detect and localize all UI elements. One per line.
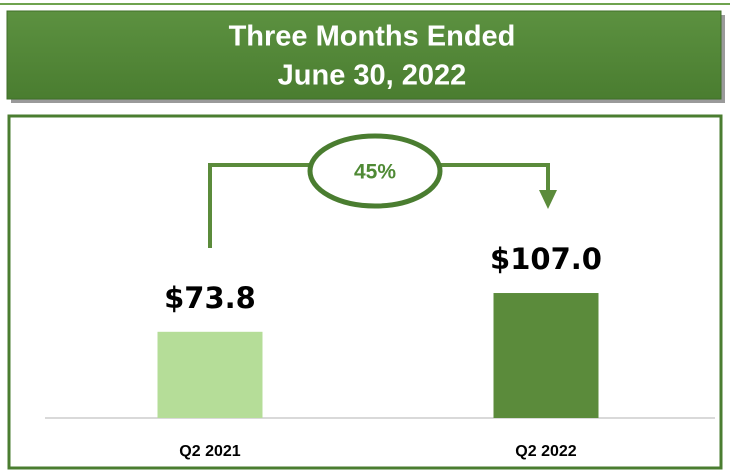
bar: [157, 331, 263, 418]
chart-title: June 30, 2022: [278, 60, 467, 92]
chart-title: Three Months Ended: [229, 21, 516, 53]
x-tick-label: Q2 2021: [179, 443, 240, 460]
value-label: $107.0: [490, 242, 602, 276]
x-tick-label: Q2 2022: [515, 443, 576, 460]
bar: [493, 293, 599, 418]
header-box: [6, 10, 722, 100]
annotation: 45%: [354, 161, 396, 184]
value-label: $73.8: [164, 281, 256, 315]
arrow-head: [539, 190, 557, 209]
annotation-ellipse: [307, 133, 443, 209]
